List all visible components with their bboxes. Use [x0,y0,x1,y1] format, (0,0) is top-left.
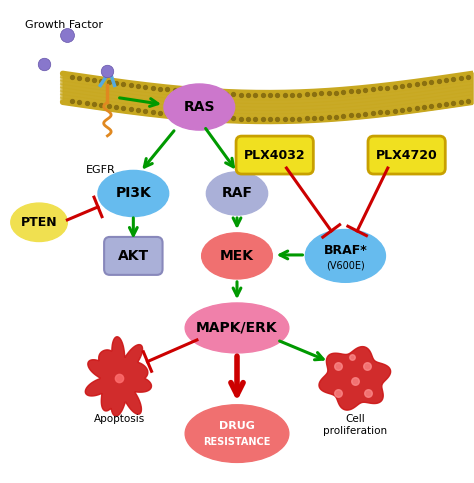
FancyBboxPatch shape [104,237,163,275]
Ellipse shape [98,170,169,216]
Text: MEK: MEK [220,249,254,263]
Text: (V600E): (V600E) [326,260,365,270]
Text: EGFR: EGFR [85,165,115,175]
Ellipse shape [185,303,289,353]
Text: PI3K: PI3K [116,186,151,200]
Text: DRUG: DRUG [219,421,255,431]
Text: RAF: RAF [221,186,253,200]
Text: MAPK/ERK: MAPK/ERK [196,321,278,335]
Text: Cell
proliferation: Cell proliferation [323,414,387,436]
Text: PLX4032: PLX4032 [244,149,306,161]
Text: Apoptosis: Apoptosis [93,414,145,425]
Text: BRAF*: BRAF* [324,243,367,256]
Text: RESISTANCE: RESISTANCE [203,437,271,447]
FancyBboxPatch shape [368,136,445,174]
Ellipse shape [164,84,235,130]
Text: Growth Factor: Growth Factor [25,20,103,30]
Text: PLX4720: PLX4720 [376,149,438,161]
Text: RAS: RAS [183,100,215,114]
Text: PTEN: PTEN [21,216,57,229]
Polygon shape [319,347,391,410]
Ellipse shape [185,405,289,462]
Polygon shape [85,337,152,416]
Ellipse shape [206,172,268,215]
Text: AKT: AKT [118,249,149,263]
Ellipse shape [305,229,385,283]
Ellipse shape [11,203,67,242]
Ellipse shape [201,233,273,279]
FancyBboxPatch shape [236,136,313,174]
